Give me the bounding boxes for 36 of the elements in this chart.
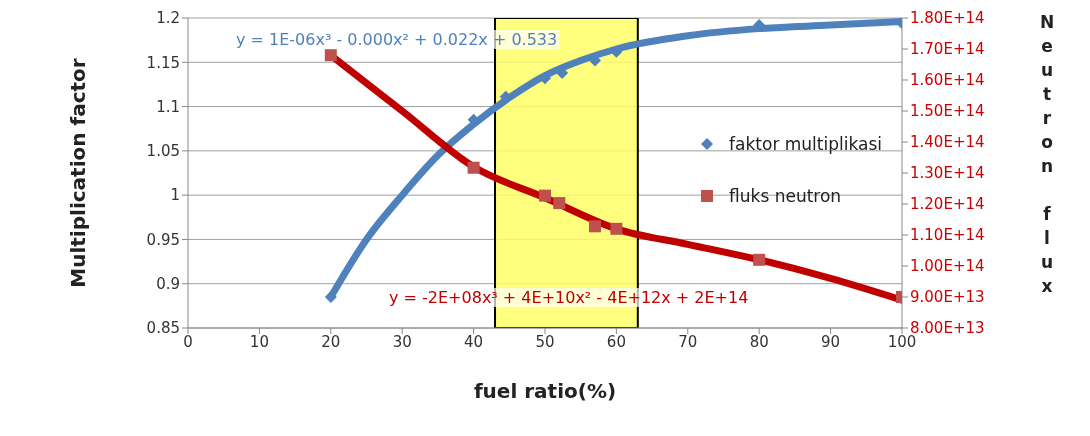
y2-tick-label: 1.30E+14: [910, 164, 985, 183]
x-tick-label: 90: [821, 332, 841, 351]
y2-tick-label: 1.40E+14: [910, 133, 985, 152]
y-tick-label: 1.1: [156, 97, 180, 116]
y2-tick-label: 1.20E+14: [910, 195, 985, 214]
x-axis-title: fuel ratio(%): [473, 379, 617, 403]
y-tick-label: 0.9: [156, 275, 180, 294]
x-tick-label: 50: [535, 332, 555, 351]
y2-tick-label: 1.10E+14: [910, 226, 985, 245]
y2-tick-label: 1.80E+14: [910, 9, 985, 28]
y-tick-label: 0.95: [146, 230, 180, 249]
annotation: y = 1E-06x³ - 0.000x² + 0.022x + 0.533: [233, 30, 561, 49]
y-axis-title: Multiplication factor: [66, 58, 91, 288]
x-tick-label: 30: [392, 332, 412, 351]
y2-tick-label: 1.70E+14: [910, 40, 985, 59]
x-tick-label: 60: [606, 332, 626, 351]
x-tick-label: 20: [321, 332, 341, 351]
legend-label: faktor multiplikasi: [729, 134, 882, 154]
y-tick-label: 1.2: [156, 9, 180, 28]
x-tick-label: 10: [249, 332, 269, 351]
y2-tick-label: 1.00E+14: [910, 257, 985, 276]
annotation: y = -2E+08x³ + 4E+10x² - 4E+12x + 2E+14: [386, 288, 752, 307]
point: [324, 291, 337, 303]
y-tick-label: 1: [170, 186, 180, 205]
y-tick-label: 1.15: [146, 53, 180, 72]
x-tick-label: 0: [183, 332, 193, 351]
y-tick-label: 1.05: [146, 142, 180, 161]
y2-tick-label: 1.60E+14: [910, 71, 985, 90]
y2-tick-label: 1.50E+14: [910, 102, 985, 121]
legend-label: fluks neutron: [729, 186, 842, 206]
x-tick-label: 70: [678, 332, 698, 351]
text: Neutron flux: [1039, 12, 1055, 296]
x-tick-label: 40: [464, 332, 484, 351]
y2-tick-label: 9.00E+13: [910, 288, 985, 307]
x-tick-label: 80: [749, 332, 769, 351]
y-tick-label: 0.85: [146, 319, 180, 338]
